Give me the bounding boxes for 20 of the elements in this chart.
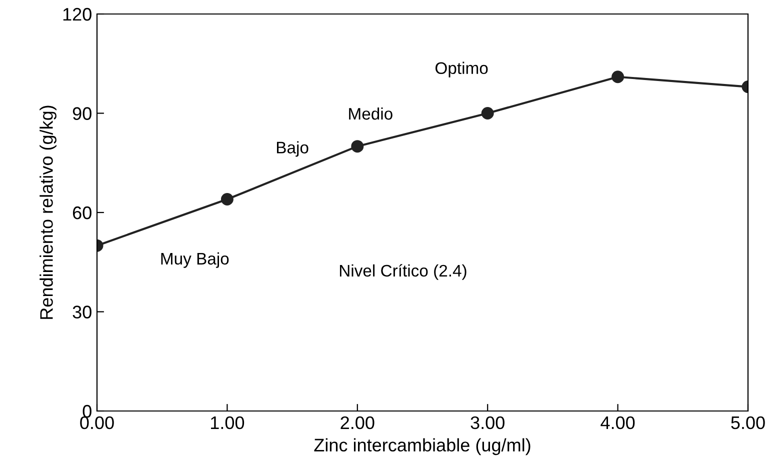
x-tick-label: 0.00 bbox=[80, 416, 114, 430]
annotation: Bajo bbox=[276, 141, 308, 157]
x-axis-title: Zinc intercambiable (ug/ml) bbox=[314, 438, 530, 456]
y-tick-label: 30 bbox=[72, 306, 92, 318]
annotation: Optimo bbox=[435, 62, 488, 78]
point bbox=[481, 107, 494, 120]
x-tick-label: 4.00 bbox=[600, 416, 635, 430]
x-tick-label: 5.00 bbox=[731, 416, 765, 430]
x-tick-label: 2.00 bbox=[340, 416, 374, 430]
point bbox=[351, 140, 364, 153]
y-tick-label: 120 bbox=[63, 8, 92, 21]
y-tick-label: 0 bbox=[82, 404, 92, 418]
x-tick-label: 3.00 bbox=[470, 416, 504, 430]
annotation: Nivel Crítico (2.4) bbox=[340, 264, 466, 280]
x-tick-label: 1.00 bbox=[211, 416, 244, 430]
y-tick-label: 90 bbox=[72, 107, 92, 120]
y-tick-label: 60 bbox=[72, 206, 92, 220]
y-axis-title: Rendimiento relativo (g/kg) bbox=[40, 106, 56, 319]
annotation: Medio bbox=[349, 107, 392, 120]
annotation: Muy Bajo bbox=[161, 252, 229, 268]
